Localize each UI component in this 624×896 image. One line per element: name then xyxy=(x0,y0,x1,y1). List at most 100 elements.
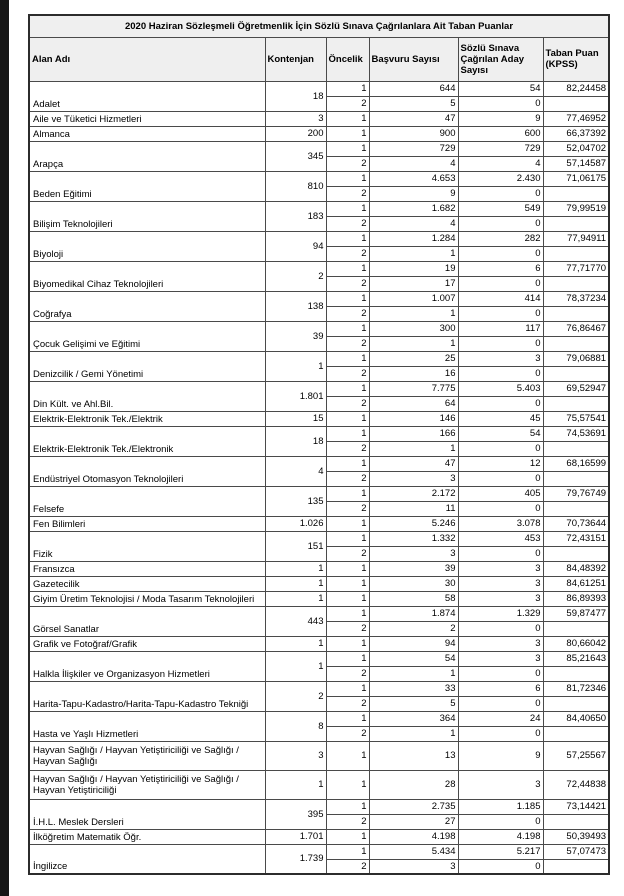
taban-puan-cell xyxy=(542,620,610,637)
oncelik-cell: 2 xyxy=(325,620,370,637)
oncelik-cell: 1 xyxy=(325,485,370,502)
alan-adi-cell: Harita-Tapu-Kadastro/Harita-Tapu-Kadastr… xyxy=(28,680,266,712)
cagrilan-cell: 600 xyxy=(457,125,544,142)
cagrilan-cell: 1.329 xyxy=(457,605,544,622)
oncelik-cell: 1 xyxy=(325,515,370,532)
alan-adi-cell: Elektrik-Elektronik Tek./Elektronik xyxy=(28,425,266,457)
basvuru-cell: 28 xyxy=(368,769,459,800)
basvuru-cell: 3 xyxy=(368,858,459,875)
kontenjan-cell: 18 xyxy=(264,80,327,112)
table-row: Çocuk Gelişimi ve Eğitimi 39 1 300 117 76,864… xyxy=(28,320,610,352)
kontenjan-cell: 443 xyxy=(264,605,327,637)
cagrilan-cell: 3 xyxy=(457,635,544,652)
cagrilan-cell: 0 xyxy=(457,813,544,830)
basvuru-cell: 1 xyxy=(368,725,459,742)
oncelik-cell: 1 xyxy=(325,260,370,277)
cagrilan-cell: 3.078 xyxy=(457,515,544,532)
alan-adi-cell: Halkla İlişkiler ve Organizasyon Hizmetl… xyxy=(28,650,266,682)
taban-puan-cell xyxy=(542,215,610,232)
basvuru-cell: 1.007 xyxy=(368,290,459,307)
oncelik-cell: 2 xyxy=(325,155,370,172)
basvuru-cell: 4.653 xyxy=(368,170,459,187)
alan-adi-cell: Grafik ve Fotoğraf/Grafik xyxy=(28,635,266,652)
table-row: Denizcilik / Gemi Yönetimi 1 1 25 3 79,06881 xyxy=(28,350,610,382)
taban-puan-cell xyxy=(542,365,610,382)
column-header-kontenjan: Kontenjan xyxy=(264,36,327,82)
cagrilan-cell: 4.198 xyxy=(457,828,544,845)
column-header-oncelik: Öncelik xyxy=(325,36,370,82)
oncelik-cell: 1 xyxy=(325,425,370,442)
taban-puan-cell xyxy=(542,395,610,412)
table-row: Biyomedikal Cihaz Teknolojileri 2 1 19 6 77,7… xyxy=(28,260,610,292)
basvuru-cell: 644 xyxy=(368,80,459,97)
alan-adi-cell: Aile ve Tüketici Hizmetleri xyxy=(28,110,266,127)
alan-adi-cell: Hayvan Sağlığı / Hayvan Yetiştiriciliği … xyxy=(28,769,266,800)
cagrilan-cell: 0 xyxy=(457,215,544,232)
oncelik-cell: 2 xyxy=(325,695,370,712)
oncelik-cell: 1 xyxy=(325,590,370,607)
basvuru-cell: 16 xyxy=(368,365,459,382)
oncelik-cell: 2 xyxy=(325,335,370,352)
oncelik-cell: 1 xyxy=(325,320,370,337)
oncelik-cell: 1 xyxy=(325,530,370,547)
cagrilan-cell: 24 xyxy=(457,710,544,727)
alan-adi-cell: Biyoloji xyxy=(28,230,266,262)
basvuru-cell: 30 xyxy=(368,575,459,592)
taban-puan-cell xyxy=(542,545,610,562)
oncelik-cell: 2 xyxy=(325,365,370,382)
basvuru-cell: 5.246 xyxy=(368,515,459,532)
kontenjan-cell: 1.026 xyxy=(264,515,327,532)
taban-puan-cell: 79,99519 xyxy=(542,200,610,217)
taban-puan-cell: 57,07473 xyxy=(542,843,610,860)
table-row: Hayvan Sağlığı / Hayvan Yetiştiriciliği … xyxy=(28,769,610,800)
oncelik-cell: 1 xyxy=(325,290,370,307)
results-table-body: Adalet 18 1 644 54 82,24458 2 5 0 Aile ve Tüketic… xyxy=(28,80,610,875)
cagrilan-cell: 0 xyxy=(457,185,544,202)
basvuru-cell: 33 xyxy=(368,680,459,697)
cagrilan-cell: 9 xyxy=(457,110,544,127)
taban-puan-cell: 78,37234 xyxy=(542,290,610,307)
cagrilan-cell: 54 xyxy=(457,425,544,442)
kontenjan-cell: 1 xyxy=(264,635,327,652)
basvuru-cell: 5 xyxy=(368,95,459,112)
table-row: Bilişim Teknolojileri 183 1 1.682 549 79,9951… xyxy=(28,200,610,232)
kontenjan-cell: 200 xyxy=(264,125,327,142)
oncelik-cell: 1 xyxy=(325,80,370,97)
kontenjan-cell: 1.701 xyxy=(264,828,327,845)
cagrilan-cell: 2.430 xyxy=(457,170,544,187)
column-header-alan-adi: Alan Adı xyxy=(28,36,266,82)
cagrilan-cell: 3 xyxy=(457,350,544,367)
table-row: İ.H.L. Meslek Dersleri 395 1 2.735 1.185 73,1… xyxy=(28,798,610,830)
oncelik-cell: 2 xyxy=(325,500,370,517)
table-row: Elektrik-Elektronik Tek./Elektrik 15 1 146 4… xyxy=(28,410,610,427)
oncelik-cell: 1 xyxy=(325,230,370,247)
basvuru-cell: 7.775 xyxy=(368,380,459,397)
table-row: Fen Bilimleri 1.026 1 5.246 3.078 70,73644 xyxy=(28,515,610,532)
oncelik-cell: 2 xyxy=(325,470,370,487)
kontenjan-cell: 18 xyxy=(264,425,327,457)
cagrilan-cell: 3 xyxy=(457,769,544,800)
alan-adi-cell: Biyomedikal Cihaz Teknolojileri xyxy=(28,260,266,292)
kontenjan-cell: 138 xyxy=(264,290,327,322)
kontenjan-cell: 345 xyxy=(264,140,327,172)
taban-puan-cell: 79,76749 xyxy=(542,485,610,502)
table-row: Din Kült. ve Ahl.Bil. 1.801 1 7.775 5.403 69,… xyxy=(28,380,610,412)
table-row: Adalet 18 1 644 54 82,24458 xyxy=(28,80,610,112)
taban-puan-cell xyxy=(542,500,610,517)
column-header-cagrilan: Sözlü Sınava Çağrılan Aday Sayısı xyxy=(457,36,544,82)
cagrilan-cell: 0 xyxy=(457,725,544,742)
table-row: Harita-Tapu-Kadastro/Harita-Tapu-Kadastr… xyxy=(28,680,610,712)
table-row: Gazetecilik 1 1 30 3 84,61251 xyxy=(28,575,610,592)
basvuru-cell: 4.198 xyxy=(368,828,459,845)
kontenjan-cell: 1 xyxy=(264,769,327,800)
table-row: 2 17 0 xyxy=(29,275,610,292)
table-row: Biyoloji 94 1 1.284 282 77,94911 xyxy=(28,230,610,262)
taban-puan-cell xyxy=(542,95,610,112)
alan-adi-cell: Beden Eğitimi xyxy=(28,170,266,202)
basvuru-cell: 13 xyxy=(368,740,459,771)
oncelik-cell: 1 xyxy=(325,455,370,472)
